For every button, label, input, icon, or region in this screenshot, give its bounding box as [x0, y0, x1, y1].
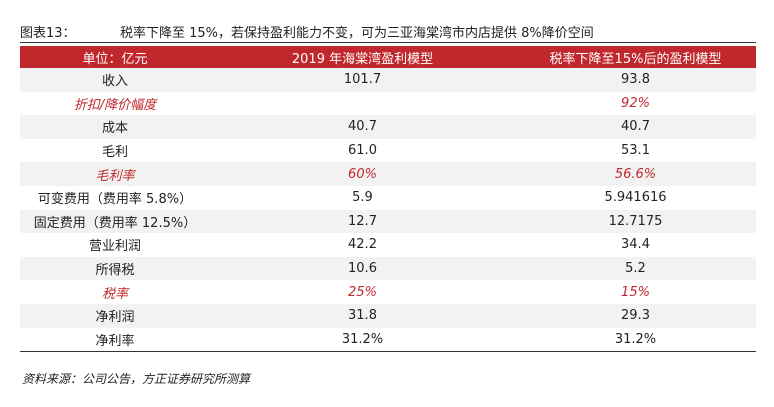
cell: 93.8	[515, 68, 756, 92]
header-row: 单位：亿元 2019 年海棠湾盈利模型 税率下降至15%后的盈利模型	[20, 46, 756, 68]
cell: 42.2	[348, 237, 377, 253]
table-row: 固定费用（费用率 12.5%） 12.7 12.7175	[20, 209, 756, 234]
cell: 12.7175	[515, 209, 756, 234]
table-row: 净利率 31.2% 31.2%	[20, 327, 756, 353]
table-row: 收入 101.7 93.8	[20, 68, 756, 92]
column-header: 税率下降至15%后的盈利模型	[515, 46, 756, 68]
cell: 31.2%	[210, 327, 515, 353]
table-row: 净利润 31.8 29.3	[20, 303, 756, 328]
column-header: 2019 年海棠湾盈利模型	[210, 46, 515, 68]
table-row: 税率 25% 15%	[20, 280, 756, 304]
cell: 31.2%	[515, 327, 756, 353]
cell: 53.1	[621, 143, 650, 159]
cell	[210, 92, 515, 116]
cell: 15%	[621, 284, 650, 300]
row-label: 税率	[101, 286, 128, 302]
table-row: 所得税 10.6 5.2	[20, 256, 756, 281]
row-label: 折扣/降价幅度	[73, 97, 157, 113]
figure-label: 图表13：	[20, 26, 76, 41]
cell: 29.3	[515, 303, 756, 328]
cell: 61.0	[348, 143, 377, 159]
source-note: 资料来源：公司公告，方正证券研究所测算	[22, 372, 251, 386]
cell: 5.941616	[604, 190, 667, 206]
column-header: 单位：亿元	[20, 46, 210, 68]
table-row: 毛利率 60% 56.6%	[20, 162, 756, 186]
table-row: 营业利润 42.2 34.4	[20, 233, 756, 257]
cell: 34.4	[621, 237, 650, 253]
row-label: 毛利率	[20, 162, 210, 186]
cell: 25%	[348, 284, 377, 300]
table-row: 成本 40.7 40.7	[20, 115, 756, 139]
cell: 40.7	[210, 115, 515, 139]
row-label: 净利率	[20, 327, 210, 353]
header: 图表13： 税率下降至 15%，若保持盈利能力不变，可为三亚海棠湾市内店提供 8…	[20, 20, 756, 43]
cell: 40.7	[515, 115, 756, 139]
cell: 12.7	[210, 209, 515, 234]
figure-title: 税率下降至 15%，若保持盈利能力不变，可为三亚海棠湾市内店提供 8%降价空间	[120, 26, 594, 41]
table: 单位：亿元 2019 年海棠湾盈利模型 税率下降至15%后的盈利模型 收入 101.7…	[20, 46, 756, 353]
cell: 31.8	[210, 303, 515, 328]
row-label: 净利润	[20, 303, 210, 328]
table-row: 毛利 61.0 53.1	[20, 139, 756, 163]
row-label: 收入	[20, 68, 210, 92]
cell: 56.6%	[515, 162, 756, 186]
cell: 60%	[210, 162, 515, 186]
row-label: 可变费用（费用率 5.8%）	[37, 192, 193, 208]
cell: 5.2	[515, 256, 756, 281]
row-label: 毛利	[101, 145, 128, 161]
cell: 92%	[621, 95, 650, 111]
table-row: 折扣/降价幅度 92%	[20, 92, 756, 116]
row-label: 成本	[20, 115, 210, 139]
table-row: 可变费用（费用率 5.8%） 5.9 5.941616	[20, 186, 756, 210]
row-label: 营业利润	[88, 239, 141, 255]
row-label: 所得税	[20, 256, 210, 281]
cell: 101.7	[210, 68, 515, 92]
cell: 5.9	[352, 190, 373, 206]
cell: 10.6	[210, 256, 515, 281]
row-label: 固定费用（费用率 12.5%）	[20, 209, 210, 234]
